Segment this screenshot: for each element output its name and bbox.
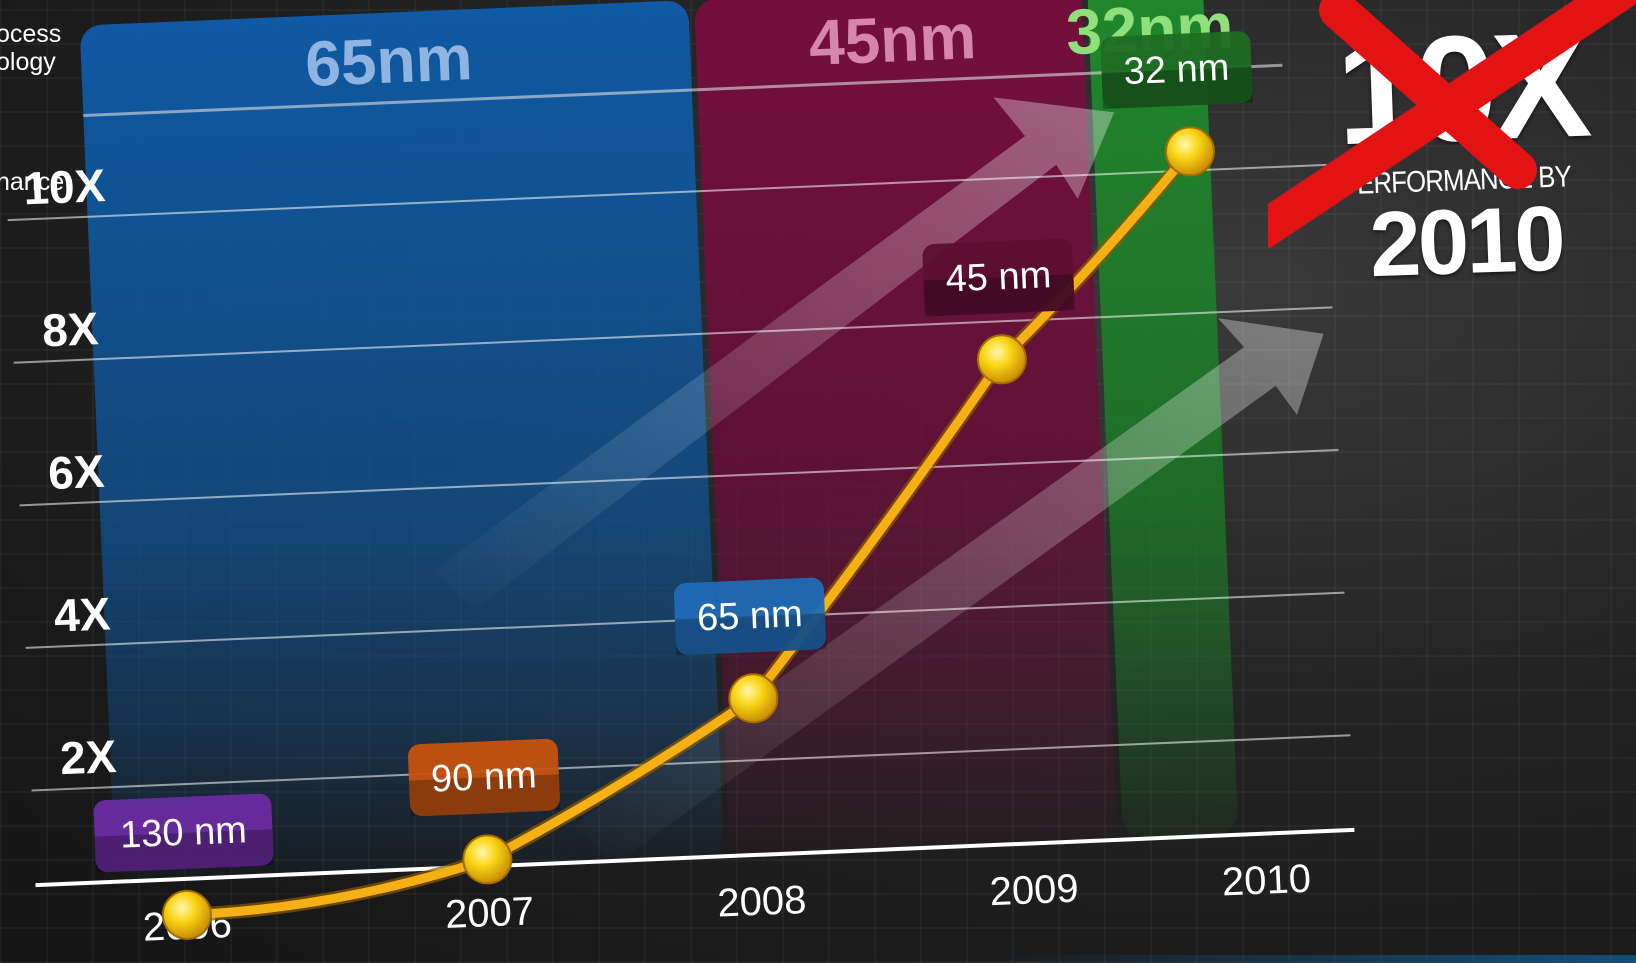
point-tag-shade-4 [1101, 66, 1253, 110]
point-tag-label-1: 90 nm [430, 754, 537, 800]
headline-year-text: 2010 [1368, 187, 1565, 297]
process-caption: ocess [0, 20, 62, 48]
point-tag-shade-2 [674, 613, 827, 656]
trend-arrow-lower [573, 318, 1324, 864]
point-tag-bg-0 [93, 793, 274, 873]
point-tag-shade-3 [923, 274, 1075, 317]
gridline-2X [31, 734, 1351, 792]
point-tag-bg-3 [922, 238, 1075, 316]
xtick-label-2010: 2010 [1221, 857, 1312, 905]
data-point-4 [1164, 126, 1215, 177]
xtick-label-2009: 2009 [989, 867, 1080, 915]
xtick-label-2008: 2008 [717, 878, 808, 926]
headline: 10X ERFORMANCE BY 2010 [1293, 0, 1632, 297]
ytick-label-4X: 4X [53, 587, 112, 641]
point-tag-bg-2 [673, 577, 826, 655]
performance-caption: nance [0, 168, 65, 196]
band-label-45nm: 45nm [807, 0, 977, 79]
point-tag-shade-1 [408, 774, 561, 817]
headline-big-text: 10X [1333, 0, 1589, 177]
point-tag-label-0: 130 nm [119, 809, 247, 856]
ytick-label-10X: 10X [22, 159, 106, 214]
gridline-6X [19, 449, 1339, 507]
bottom-accent [0, 955, 1636, 963]
point-tag-shade-0 [94, 829, 274, 873]
data-point-1 [462, 834, 513, 885]
gridline-8X [13, 306, 1333, 364]
data-point-2 [728, 673, 779, 724]
ytick-label-8X: 8X [41, 302, 100, 356]
point-tag-bg-4 [1100, 31, 1253, 109]
data-point-0 [161, 889, 212, 940]
band-65nm [80, 0, 723, 879]
point-tag-label-2: 65 nm [696, 593, 803, 639]
band-label-65nm: 65nm [304, 21, 474, 100]
xtick-label-2007: 2007 [444, 889, 535, 937]
point-tag-label-4: 32 nm [1123, 47, 1230, 93]
technology-caption: ology [0, 48, 56, 76]
point-tag-bg-1 [407, 738, 560, 817]
band-header-rule [83, 63, 1283, 117]
gridline-10X [7, 163, 1327, 222]
x-axis-line [35, 827, 1355, 888]
data-point-3 [976, 334, 1027, 385]
point-tag-label-3: 45 nm [945, 254, 1052, 300]
ytick-label-2X: 2X [59, 730, 118, 784]
ytick-label-6X: 6X [47, 445, 106, 499]
